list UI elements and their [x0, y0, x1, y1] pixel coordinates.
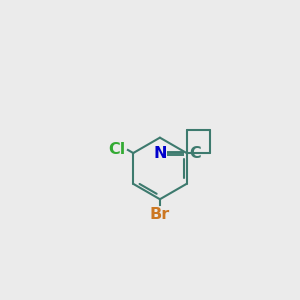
- Text: C: C: [190, 146, 201, 160]
- Text: N: N: [154, 146, 167, 160]
- Text: Br: Br: [150, 207, 170, 222]
- Text: Cl: Cl: [108, 142, 126, 158]
